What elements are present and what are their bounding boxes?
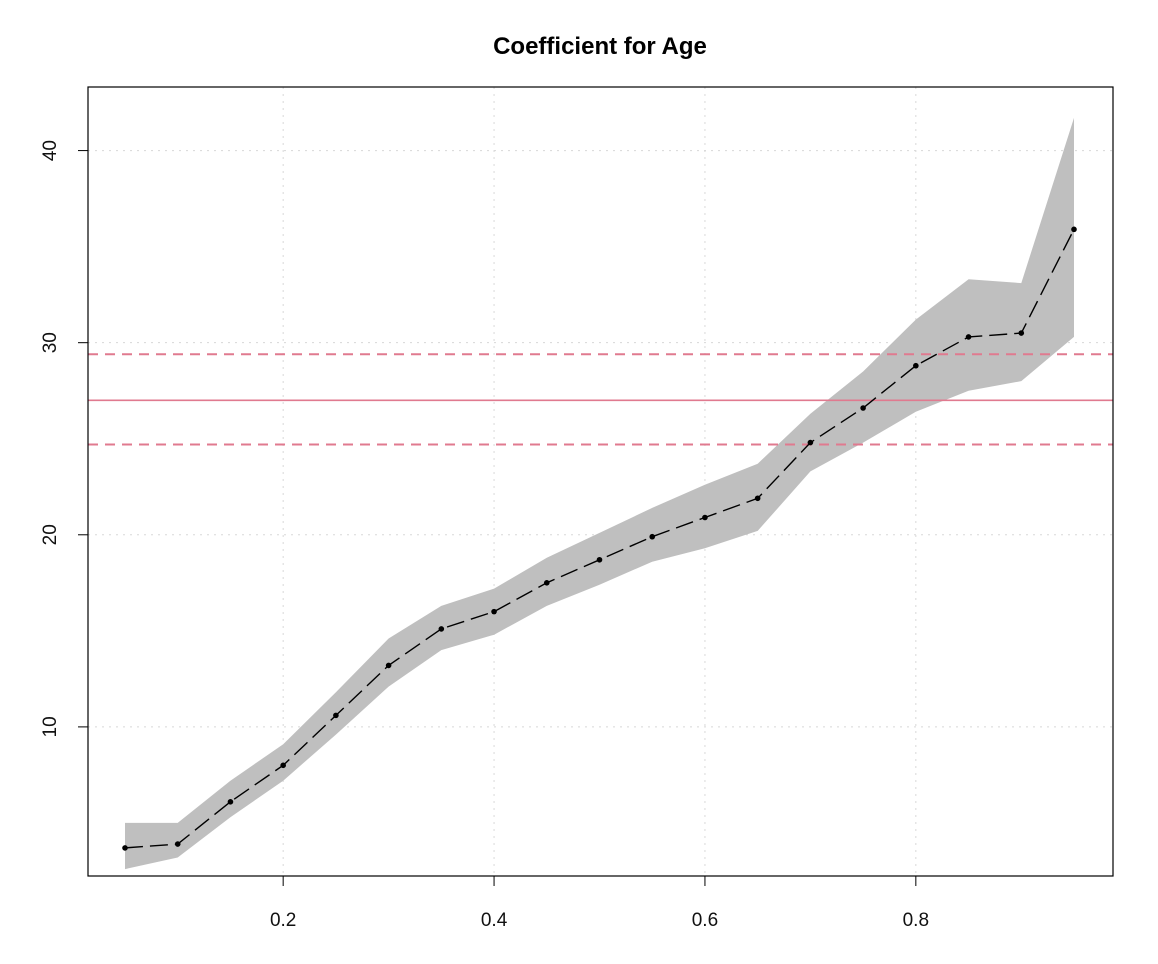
data-point — [1071, 226, 1077, 233]
chart-title: Coefficient for Age — [493, 33, 707, 60]
grid — [88, 87, 1113, 876]
data-point — [174, 841, 181, 847]
data-point — [227, 799, 234, 805]
data-point — [385, 662, 392, 669]
data-point — [491, 608, 497, 615]
data-point — [702, 514, 708, 521]
confidence-band — [125, 117, 1074, 870]
confidence-band-area — [125, 117, 1074, 870]
data-point — [596, 556, 603, 563]
x-axis: 0.2 0.4 0.6 0.8 — [270, 875, 929, 931]
reference-lines — [88, 353, 1113, 446]
x-tick-label: 0.2 — [270, 910, 296, 931]
y-tick-label: 10 — [40, 716, 61, 737]
data-point — [280, 762, 286, 769]
data-point — [649, 533, 656, 540]
data-point — [333, 712, 339, 719]
y-axis: 10 20 30 40 — [40, 140, 88, 737]
data-point — [754, 495, 761, 502]
data-point — [807, 439, 814, 446]
y-tick-label: 20 — [40, 524, 61, 545]
x-tick-label: 0.8 — [903, 910, 929, 931]
data-point — [965, 334, 972, 340]
data-point — [860, 405, 866, 411]
data-point — [913, 362, 919, 369]
data-point — [543, 580, 550, 586]
y-tick-label: 30 — [40, 332, 61, 353]
data-point — [438, 626, 445, 632]
x-tick-label: 0.4 — [481, 910, 508, 931]
x-tick-label: 0.6 — [692, 910, 718, 931]
data-points — [122, 226, 1077, 851]
plot-frame — [87, 86, 1114, 877]
y-tick-label: 40 — [40, 140, 61, 161]
data-point — [122, 845, 128, 851]
data-point — [1018, 330, 1025, 336]
